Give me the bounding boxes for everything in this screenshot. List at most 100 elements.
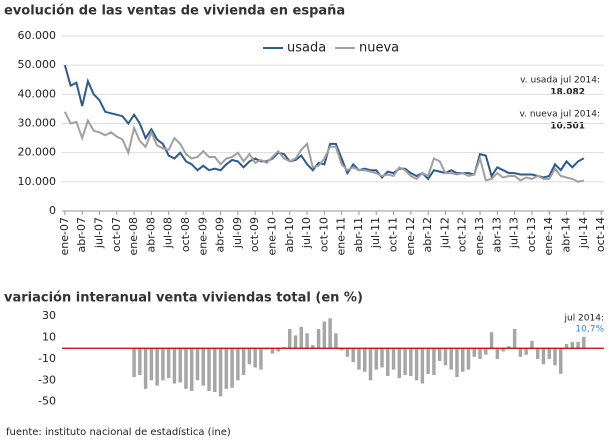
bar — [518, 348, 523, 357]
x-tick-label: ene-14 — [542, 217, 555, 255]
x-tick-label: ene-09 — [196, 217, 209, 255]
x-tick-label: oct-12 — [456, 217, 469, 252]
x-tick-label: abr-12 — [421, 217, 434, 253]
bar — [172, 348, 177, 384]
bar — [374, 348, 378, 370]
series-line — [63, 64, 585, 181]
x-tick-label: jul-12 — [438, 217, 451, 249]
bar — [288, 329, 292, 349]
annotation: v. nueva jul 2014: — [520, 110, 601, 120]
bar — [345, 348, 350, 357]
bar — [166, 348, 171, 379]
y-tick-label: -10 — [38, 352, 56, 365]
bar — [535, 348, 540, 359]
bar — [293, 335, 298, 349]
bar — [213, 348, 217, 393]
bar — [478, 348, 482, 359]
bar — [386, 348, 390, 377]
y-tick-label: 50.000 — [18, 58, 57, 71]
y-tick-label: 60.000 — [18, 29, 57, 42]
bar — [507, 346, 511, 349]
bar — [466, 348, 471, 370]
annotation: jul 2014: — [563, 314, 604, 324]
bar — [195, 348, 200, 381]
legend-label: nueva — [359, 41, 399, 56]
bar — [259, 348, 263, 370]
bar — [236, 348, 240, 381]
bar — [582, 336, 586, 349]
x-tick-label: jul-10 — [300, 217, 313, 249]
bar — [276, 348, 280, 352]
bar — [241, 348, 246, 375]
legend-label: usada — [287, 41, 326, 56]
bar — [461, 348, 465, 372]
annotation: 18.082 — [550, 88, 585, 98]
y-tick-label: 30.000 — [18, 117, 57, 130]
bar — [305, 333, 309, 349]
x-tick-label: oct-08 — [179, 217, 192, 252]
x-tick-label: jul-08 — [162, 217, 175, 249]
x-tick-label: jul-14 — [577, 217, 590, 249]
bar — [409, 348, 413, 377]
bar — [322, 321, 327, 349]
bar — [184, 348, 188, 389]
annotation: 10,7% — [575, 325, 604, 335]
annotation: v. usada jul 2014: — [520, 76, 600, 86]
bar — [339, 348, 344, 351]
bar — [218, 348, 223, 397]
bar — [380, 348, 384, 368]
bar — [414, 348, 419, 381]
x-tick-label: abr-09 — [214, 217, 227, 253]
bar — [541, 348, 546, 365]
bar — [155, 348, 159, 386]
x-tick-label: oct-13 — [525, 217, 538, 252]
bar — [426, 348, 430, 374]
bar — [403, 348, 407, 375]
bar — [524, 348, 528, 355]
x-tick-label: abr-10 — [283, 217, 296, 253]
bar — [472, 348, 476, 357]
bar — [328, 318, 332, 349]
bar — [570, 341, 575, 349]
y-tick-label: -50 — [38, 395, 56, 408]
x-tick-label: jul-09 — [231, 217, 244, 249]
bar — [132, 348, 136, 378]
x-tick-label: ene-10 — [265, 217, 278, 255]
x-tick-label: oct-10 — [317, 217, 330, 252]
y-tick-label: 30 — [42, 309, 56, 322]
bar — [351, 348, 355, 363]
source: fuente: instituto nacional de estadístic… — [6, 426, 231, 438]
x-tick-label: ene-11 — [335, 217, 348, 255]
bar — [334, 333, 338, 349]
x-tick-label: ene-13 — [473, 217, 486, 255]
bar — [230, 348, 234, 388]
bar — [397, 348, 402, 379]
bar — [299, 326, 304, 349]
bar — [138, 348, 142, 375]
x-tick-label: abr-14 — [560, 217, 573, 253]
y-tick-label: 0 — [49, 204, 56, 217]
bar — [576, 341, 580, 349]
bar — [391, 348, 396, 370]
x-tick-label: jul-13 — [508, 217, 521, 249]
bar — [161, 348, 165, 381]
annotation: 10.501 — [550, 122, 585, 132]
bar — [495, 348, 500, 359]
bar — [564, 343, 569, 349]
bar — [368, 348, 373, 381]
y-tick-label: 20.000 — [18, 146, 57, 159]
y-tick-label: 10.000 — [18, 175, 57, 188]
bar — [190, 348, 194, 391]
bar — [316, 329, 321, 349]
x-tick-label: oct-14 — [594, 217, 607, 252]
bar — [311, 345, 315, 349]
x-tick-label: ene-12 — [404, 217, 417, 255]
x-tick-label: ene-07 — [58, 217, 71, 255]
x-tick-label: oct-11 — [387, 217, 400, 252]
bar — [437, 348, 442, 362]
bar — [512, 329, 517, 349]
bar — [270, 348, 275, 354]
bar — [247, 348, 252, 365]
bar — [553, 348, 557, 366]
x-tick-label: abr-13 — [490, 217, 503, 253]
